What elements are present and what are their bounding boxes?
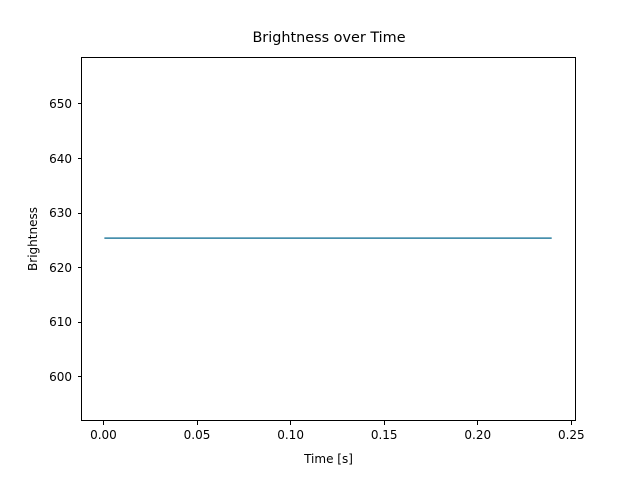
x-tick-mark xyxy=(290,421,292,425)
x-tick-label: 0.15 xyxy=(370,428,398,442)
x-tick-label: 0.25 xyxy=(557,428,585,442)
x-tick-label: 0.10 xyxy=(277,428,304,442)
y-tick-label: 600 xyxy=(49,369,72,384)
y-tick-label: 650 xyxy=(49,96,72,111)
x-tick-mark xyxy=(477,421,479,425)
y-tick-label: 620 xyxy=(49,260,72,275)
y-tick-label: 640 xyxy=(49,151,72,166)
x-tick-label: 0.00 xyxy=(90,428,117,442)
x-tick-label: 0.05 xyxy=(183,428,211,442)
x-axis-label: Time [s] xyxy=(304,452,353,466)
y-tick-mark xyxy=(77,267,81,269)
plot-area xyxy=(81,57,576,421)
y-tick-mark xyxy=(77,103,81,105)
x-tick-mark xyxy=(383,421,385,425)
y-tick-mark xyxy=(77,158,81,159)
data-series-layer xyxy=(82,58,575,420)
x-tick-label: 0.20 xyxy=(464,428,492,442)
y-axis-label: Brightness xyxy=(26,207,40,271)
line-series-brightness xyxy=(82,58,575,420)
x-tick-mark xyxy=(196,421,198,425)
y-tick-mark xyxy=(77,212,81,214)
x-tick-mark xyxy=(102,421,104,425)
y-tick-label: 630 xyxy=(49,206,72,221)
x-tick-mark xyxy=(570,421,572,425)
chart-title: Brightness over Time xyxy=(252,30,406,46)
y-tick-mark xyxy=(77,321,81,323)
y-tick-label: 610 xyxy=(49,315,72,330)
y-tick-mark xyxy=(77,376,81,378)
